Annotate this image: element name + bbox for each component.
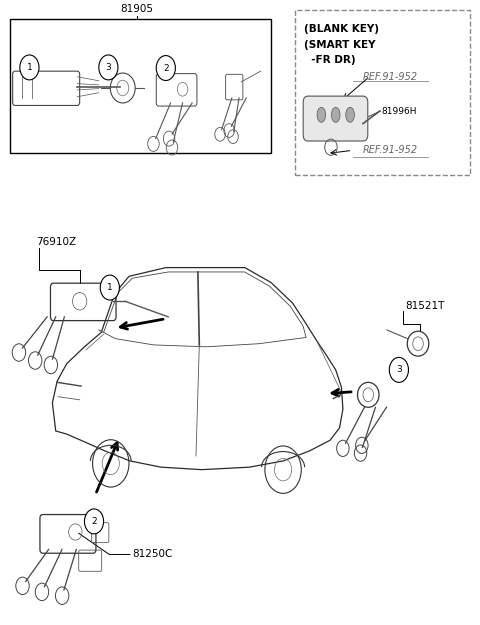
Ellipse shape (331, 107, 340, 122)
Ellipse shape (317, 107, 325, 122)
Text: REF.91-952: REF.91-952 (363, 146, 419, 156)
Text: 1: 1 (107, 283, 113, 292)
Text: 81996H: 81996H (381, 107, 417, 116)
Circle shape (156, 56, 175, 81)
Text: 81905: 81905 (120, 4, 154, 14)
Text: 3: 3 (396, 366, 402, 374)
Text: (BLANK KEY): (BLANK KEY) (304, 24, 379, 34)
Text: 76910Z: 76910Z (36, 237, 77, 247)
Circle shape (84, 509, 104, 534)
Text: REF.91-952: REF.91-952 (363, 72, 419, 82)
Text: 81521T: 81521T (405, 301, 444, 311)
Text: 2: 2 (163, 64, 168, 72)
Circle shape (100, 275, 120, 300)
Text: (SMART KEY: (SMART KEY (304, 40, 375, 50)
Circle shape (99, 55, 118, 80)
Text: 2: 2 (91, 517, 97, 526)
Bar (295, 10, 470, 175)
Bar (10, 19, 271, 154)
Circle shape (389, 357, 408, 382)
FancyBboxPatch shape (303, 96, 368, 141)
Text: -FR DR): -FR DR) (304, 55, 355, 65)
Circle shape (20, 55, 39, 80)
Text: 81250C: 81250C (132, 549, 173, 559)
Text: 3: 3 (106, 63, 111, 72)
Text: 1: 1 (26, 63, 32, 72)
Ellipse shape (346, 107, 354, 122)
